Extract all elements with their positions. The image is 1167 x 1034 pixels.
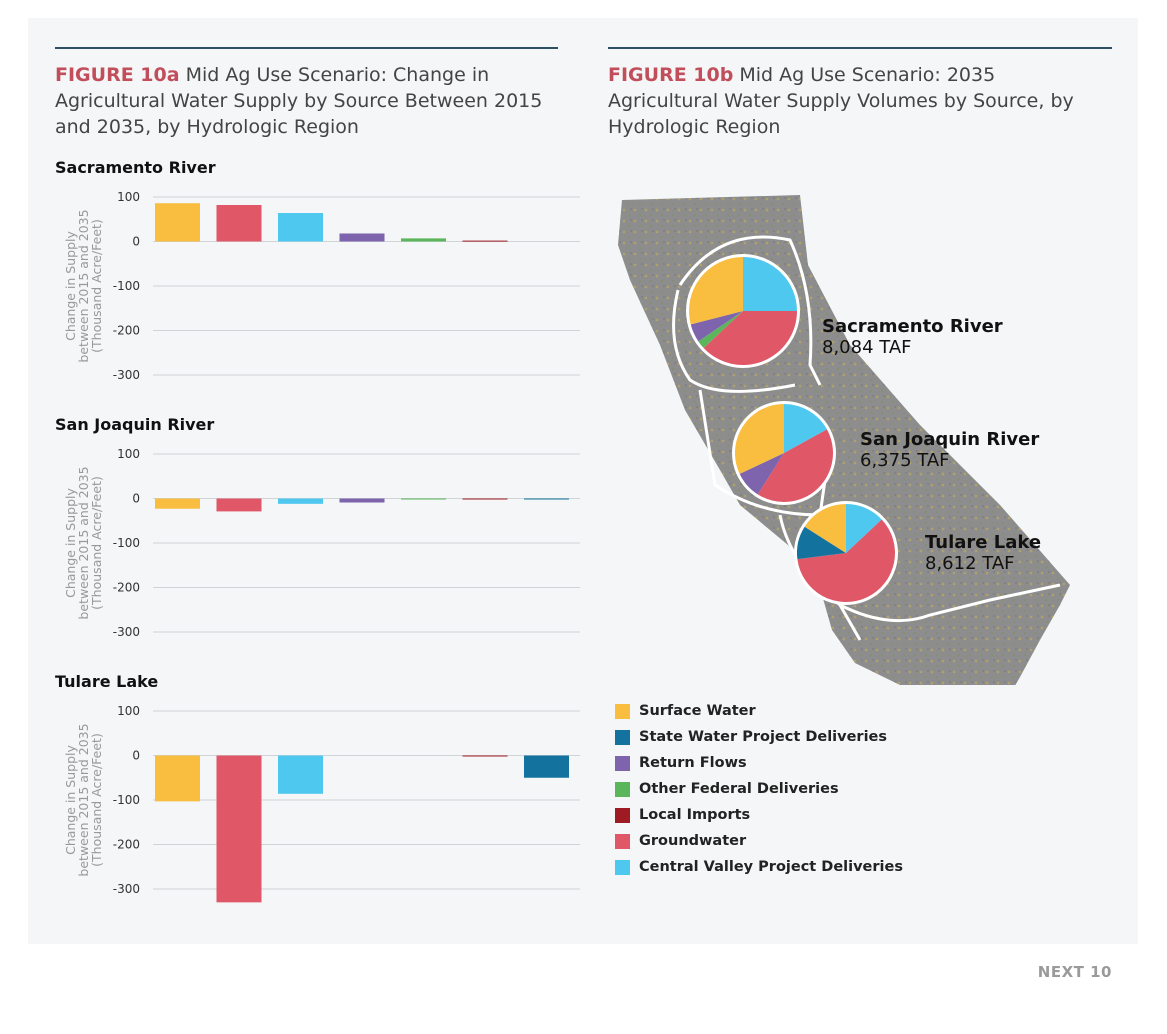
legend-swatch <box>615 833 630 849</box>
pie-slice <box>690 311 743 342</box>
bar <box>155 203 200 242</box>
y-tick-label: 100 <box>117 190 140 204</box>
legend-label: Return Flows <box>639 755 747 771</box>
pie-total-san-joaquin: 6,375 TAF <box>860 450 950 471</box>
pie-region-tulare: Tulare Lake <box>925 532 1042 553</box>
y-axis-label: Change in Supplybetween 2015 and 2035(Th… <box>63 466 104 619</box>
pie-region-san-joaquin: San Joaquin River <box>860 429 1040 450</box>
legend-swatch <box>615 807 630 823</box>
y-tick-label: -300 <box>113 882 140 896</box>
california-map <box>618 195 1070 685</box>
legend-item: Central Valley Project Deliveries <box>615 854 903 880</box>
bar-chart-title-san-joaquin: San Joaquin River <box>55 415 215 434</box>
y-tick-label: -300 <box>113 625 140 639</box>
pie-slice <box>735 404 784 474</box>
y-tick-label: -100 <box>113 279 140 293</box>
bar <box>155 755 200 802</box>
bar <box>462 498 508 500</box>
bar <box>216 205 262 242</box>
bar-chart-title-tulare: Tulare Lake <box>55 672 159 691</box>
pie-label-sacramento: Sacramento River 8,084 TAF <box>822 316 1003 358</box>
legend-swatch <box>615 781 630 797</box>
bar-chart-san-joaquin: Change in Supplybetween 2015 and 2035(Th… <box>63 447 580 639</box>
pie-slice <box>703 311 797 365</box>
legend: Surface Water State Water Project Delive… <box>615 698 903 880</box>
pie-slice <box>797 526 846 560</box>
footer-brand: NEXT 10 <box>1037 963 1112 981</box>
y-tick-label: -200 <box>113 324 140 338</box>
y-axis-label: Change in Supplybetween 2015 and 2035(Th… <box>63 209 104 362</box>
pie-slice <box>739 453 784 495</box>
y-tick-label: -300 <box>113 368 140 382</box>
bar <box>216 498 262 512</box>
legend-swatch <box>615 859 630 875</box>
legend-swatch <box>615 729 630 745</box>
legend-label: State Water Project Deliveries <box>639 729 888 745</box>
title-rule-left <box>55 47 558 49</box>
legend-item: Other Federal Deliveries <box>615 776 903 802</box>
pie-total-sacramento: 8,084 TAF <box>822 337 912 358</box>
pie-slice <box>846 504 882 553</box>
bar <box>278 755 323 794</box>
figure-10a-title: FIGURE 10a Mid Ag Use Scenario: Change i… <box>55 62 565 140</box>
legend-label: Other Federal Deliveries <box>639 781 839 797</box>
y-tick-label: 0 <box>132 235 140 249</box>
bar <box>155 498 200 509</box>
bar <box>278 498 323 504</box>
bar-chart-tulare: Change in Supplybetween 2015 and 2035(Th… <box>63 704 580 903</box>
y-tick-label: -200 <box>113 581 140 595</box>
pie-region-sacramento: Sacramento River <box>822 316 1003 337</box>
legend-swatch <box>615 755 630 771</box>
legend-label: Central Valley Project Deliveries <box>639 859 903 875</box>
y-tick-label: 100 <box>117 447 140 461</box>
legend-label: Groundwater <box>639 833 747 849</box>
pie-slice <box>784 404 827 453</box>
pie-slice <box>757 429 833 502</box>
region-boundaries <box>672 235 1061 641</box>
legend-label: Local Imports <box>639 807 751 823</box>
y-tick-label: -200 <box>113 838 140 852</box>
bar <box>524 498 569 500</box>
figure-10b-label: FIGURE 10b <box>608 64 734 86</box>
y-axis-label: Change in Supplybetween 2015 and 2035(Th… <box>63 723 104 876</box>
bar <box>401 238 446 242</box>
figure-10a-title-text: Mid Ag Use Scenario: Change in Agricultu… <box>55 64 543 138</box>
bar <box>278 213 323 242</box>
y-tick-label: 100 <box>117 704 140 718</box>
bar <box>462 755 508 757</box>
title-rule-right <box>608 47 1112 49</box>
pie-slice <box>804 504 846 553</box>
pie-label-san-joaquin: San Joaquin River 6,375 TAF <box>860 429 1039 471</box>
legend-item: Groundwater <box>615 828 903 854</box>
pie-slice <box>743 257 797 311</box>
bar <box>524 755 569 778</box>
legend-item: Surface Water <box>615 698 903 724</box>
bar <box>401 498 446 500</box>
legend-item: Return Flows <box>615 750 903 776</box>
figure-10a-label: FIGURE 10a <box>55 64 180 86</box>
legend-item: Local Imports <box>615 802 903 828</box>
pie-label-tulare: Tulare Lake 8,612 TAF <box>925 532 1041 574</box>
bar <box>462 240 508 242</box>
legend-label: Surface Water <box>639 703 756 719</box>
pie-slice <box>797 519 895 602</box>
legend-item: State Water Project Deliveries <box>615 724 903 750</box>
figure-10b-title-text: Mid Ag Use Scenario: 2035 Agricultural W… <box>608 64 1074 138</box>
figure-10b-title: FIGURE 10b Mid Ag Use Scenario: 2035 Agr… <box>608 62 1108 140</box>
legend-swatch <box>615 703 630 719</box>
y-tick-label: 0 <box>132 749 140 763</box>
bar <box>339 233 385 242</box>
pie-slice <box>698 311 743 348</box>
y-tick-label: -100 <box>113 793 140 807</box>
y-tick-label: 0 <box>132 492 140 506</box>
pie-total-tulare: 8,612 TAF <box>925 553 1015 574</box>
bar-chart-title-sacramento: Sacramento River <box>55 158 216 177</box>
bar-chart-sacramento: Change in Supplybetween 2015 and 2035(Th… <box>63 190 580 382</box>
bar <box>339 498 385 503</box>
y-tick-label: -100 <box>113 536 140 550</box>
pie-slice <box>689 257 743 325</box>
bar <box>216 755 262 903</box>
